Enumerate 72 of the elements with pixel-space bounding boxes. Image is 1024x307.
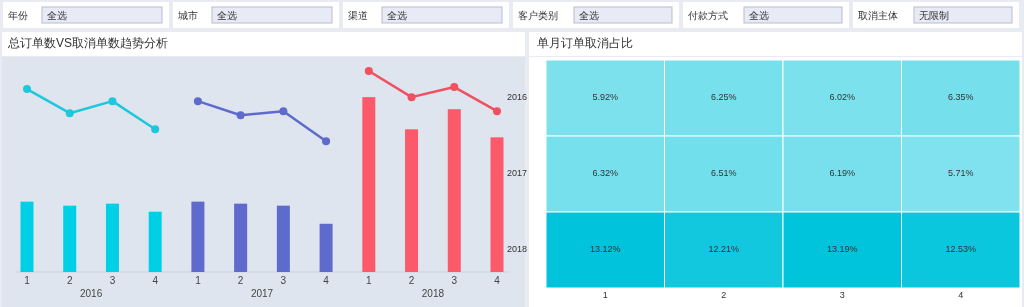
point [193,97,202,106]
bar [20,201,34,272]
text: 2016 [79,287,103,299]
data-label: 5.71% [947,168,974,179]
x-tick-label: 2 [66,274,73,286]
text: 全选 [47,9,67,21]
x-tick-label: 1 [195,274,202,286]
bar [148,211,162,272]
data-label: 6.32% [592,168,619,179]
text: 取消主体 [858,9,898,21]
x-tick-label: 1 [24,274,31,286]
text: 无限制 [919,9,949,21]
text: 城市 [177,9,198,21]
data-label: 6.51% [710,168,737,179]
point [236,111,245,120]
x-tick-label: 3 [109,274,116,286]
x-tick-label: 4 [152,274,159,286]
x-tick-label: 1 [602,290,608,301]
bar [405,129,419,272]
data-label: 6.35% [947,92,974,103]
bar [63,205,77,272]
data-label: 6.02% [829,92,856,103]
text: 年份 [8,9,28,21]
point [151,125,160,134]
text: 付款方式 [688,9,728,21]
chart-title: 单月订单取消占比 [537,36,633,51]
text: 全选 [749,9,769,21]
point [23,85,31,94]
text: 全选 [579,9,599,21]
text: 全选 [387,9,407,21]
point [279,107,288,116]
data-label: 12.53% [945,244,977,255]
data-label: 5.92% [592,92,619,103]
point [450,83,459,92]
point [322,137,331,146]
text: 2017 [250,287,274,299]
point [108,97,117,106]
point [364,67,373,75]
text: 全选 [217,9,237,21]
y-tick-label: 2016 [506,92,528,103]
y-tick-label: 2017 [506,168,528,179]
x-tick-label: 3 [451,274,458,286]
point [493,107,501,116]
x-tick-label: 2 [721,290,727,301]
bar [234,203,248,272]
data-label: 6.25% [710,92,737,103]
bar [490,137,504,272]
bar [105,203,119,272]
data-label: 13.12% [589,244,621,255]
x-tick-label: 4 [323,274,330,286]
data-label: 6.19% [829,168,856,179]
x-tick-label: 2 [237,274,244,286]
text: 2018 [421,287,445,299]
text: 渠道 [348,9,368,21]
x-tick-label: 4 [958,290,964,301]
data-label: 13.19% [826,244,858,255]
x-tick-label: 1 [366,274,373,286]
bar [191,201,205,272]
text: 客户类别 [518,9,558,21]
bar [362,97,376,272]
point [407,93,416,102]
x-tick-label: 3 [839,290,845,301]
bar [447,109,461,272]
point [65,109,74,118]
x-tick-label: 2 [408,274,415,286]
x-tick-label: 4 [494,274,501,286]
data-label: 12.21% [708,244,740,255]
y-tick-label: 2018 [506,244,528,255]
bar [319,223,333,272]
x-tick-label: 3 [280,274,287,286]
chart-title: 总订单数VS取消单数趋势分析 [7,36,169,51]
bar [276,205,290,272]
